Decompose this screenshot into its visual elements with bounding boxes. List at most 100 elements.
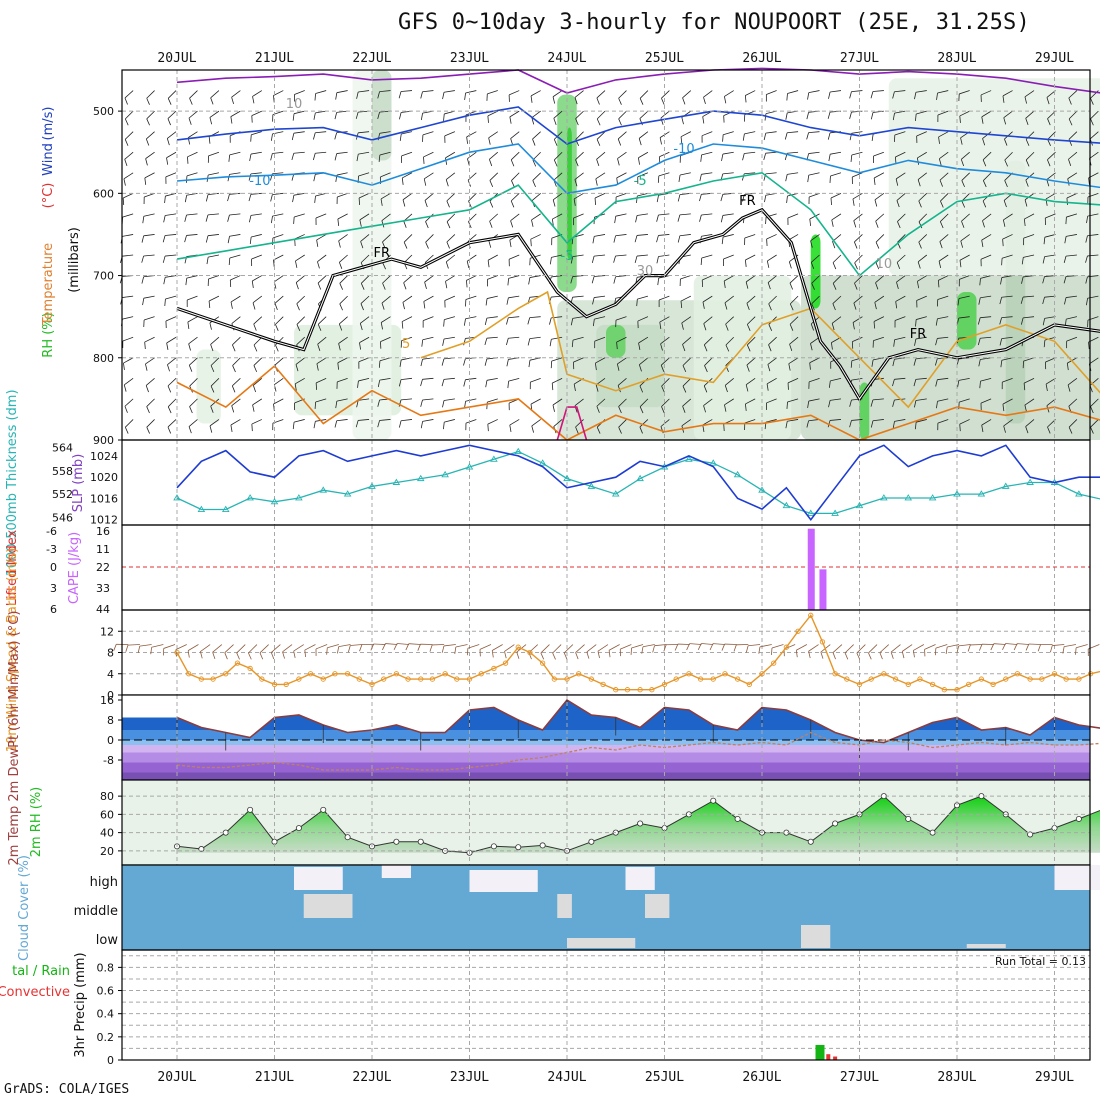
rh-shading [606,324,626,358]
wind-barb [789,303,794,311]
cloud-high-block [294,867,343,890]
wind-barb [232,365,236,373]
wind-barb [724,404,727,412]
wind-barb [1066,336,1078,342]
wind-barb [316,363,319,371]
wind-barb [334,112,338,120]
wind-barb [680,295,692,302]
wind-barb [315,110,327,114]
wind10-barb [224,652,228,660]
wind-barb [487,419,498,425]
wind10-barb [504,644,515,652]
wind-barb [918,221,923,229]
wind-barb [186,213,198,216]
wind-speed-marker [856,681,863,688]
wind-barb [914,400,917,408]
wind-speed-marker [429,676,436,682]
temp-axis-label: 2m Temp 2m DewPt (6hr Min/Max) (°C) [7,611,22,866]
wind-speed-marker [832,671,838,677]
wind-barb [167,364,170,372]
wind-barb [892,399,895,407]
wind-barb [1065,254,1077,257]
wind-barb [317,344,321,351]
wind-barb [312,153,316,161]
wind-barb [720,194,724,202]
wind-barb [723,254,734,260]
wind-barb [634,235,638,243]
wind-barb [144,192,155,198]
wind-barb [618,398,627,407]
thickness-marker [392,478,401,485]
date-label-top: 28JUL [937,51,976,66]
wind-barb [402,199,406,207]
date-label-bottom: 25JUL [645,1070,684,1085]
wind-barb [443,422,445,430]
wind-barb [122,336,134,342]
wind-barb [528,360,531,368]
wind-barb [832,241,836,249]
wind-barb [358,377,370,382]
wind-barb [317,316,327,325]
wind-barb [768,336,777,345]
wind-barb [1023,234,1035,239]
rh-tick-label: 60 [100,808,114,821]
wind-barb [639,419,649,428]
wind-barb [402,172,413,179]
wind-barb [852,316,863,323]
wind-barb [849,112,852,119]
wind10-barb [467,644,480,649]
wind-barb [661,398,670,407]
wind-barb [808,398,820,402]
isotherm-line [176,364,1100,441]
wind-barb [185,278,188,286]
wind-barb [658,213,670,216]
cloud-axis-label: Cloud Cover (%) [17,855,32,961]
wind-barb [636,234,648,236]
wind-barb [875,213,885,222]
wind-barb [420,399,423,407]
wind10-barb [270,652,275,660]
wind-barb [122,254,134,257]
wind-barb [291,133,295,141]
wind-speed-marker [697,676,704,682]
wind-barb [1002,239,1004,247]
wind-barb [959,115,961,123]
wind-barb [1001,357,1013,361]
wind-barb [124,159,128,167]
wind10-barb [913,644,925,651]
wind-barb [765,172,777,175]
wind-barb [572,336,584,341]
wind-barb [510,138,514,146]
wind-barb [1088,342,1090,350]
wind-barb [167,98,172,105]
wind-barb [789,316,799,325]
temp-tick-label: -8 [103,754,114,767]
wind-barb [596,427,601,434]
thickness-marker [587,482,596,489]
wind-barb [400,90,413,92]
wind-barb [166,151,177,159]
wind-barb [489,159,493,167]
wind-barb [1043,237,1046,245]
wind-barb [1001,336,1013,340]
wind-barb [337,192,348,198]
wind-barb [145,151,155,159]
wind-barb [658,234,670,236]
wind10-barb [315,644,328,650]
wind-barb [167,90,177,99]
wind-barb [272,151,284,154]
wind-barb [939,172,949,181]
wind-barb [980,398,992,404]
wind-barb [852,192,863,200]
wind-barb [982,131,992,139]
y-axis-label-part: Temperature [41,243,56,326]
wind-barb [123,357,134,364]
wind-barb [1021,276,1024,284]
wind-barb [592,319,595,327]
wind-barb [703,90,713,98]
wind-barb [744,419,756,424]
wind-barb [1020,317,1024,325]
thickness-marker [928,494,937,501]
wind-barb [445,151,456,159]
wind-barb [189,378,198,387]
